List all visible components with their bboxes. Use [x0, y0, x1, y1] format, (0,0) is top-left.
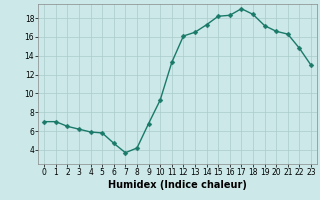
X-axis label: Humidex (Indice chaleur): Humidex (Indice chaleur) — [108, 180, 247, 190]
